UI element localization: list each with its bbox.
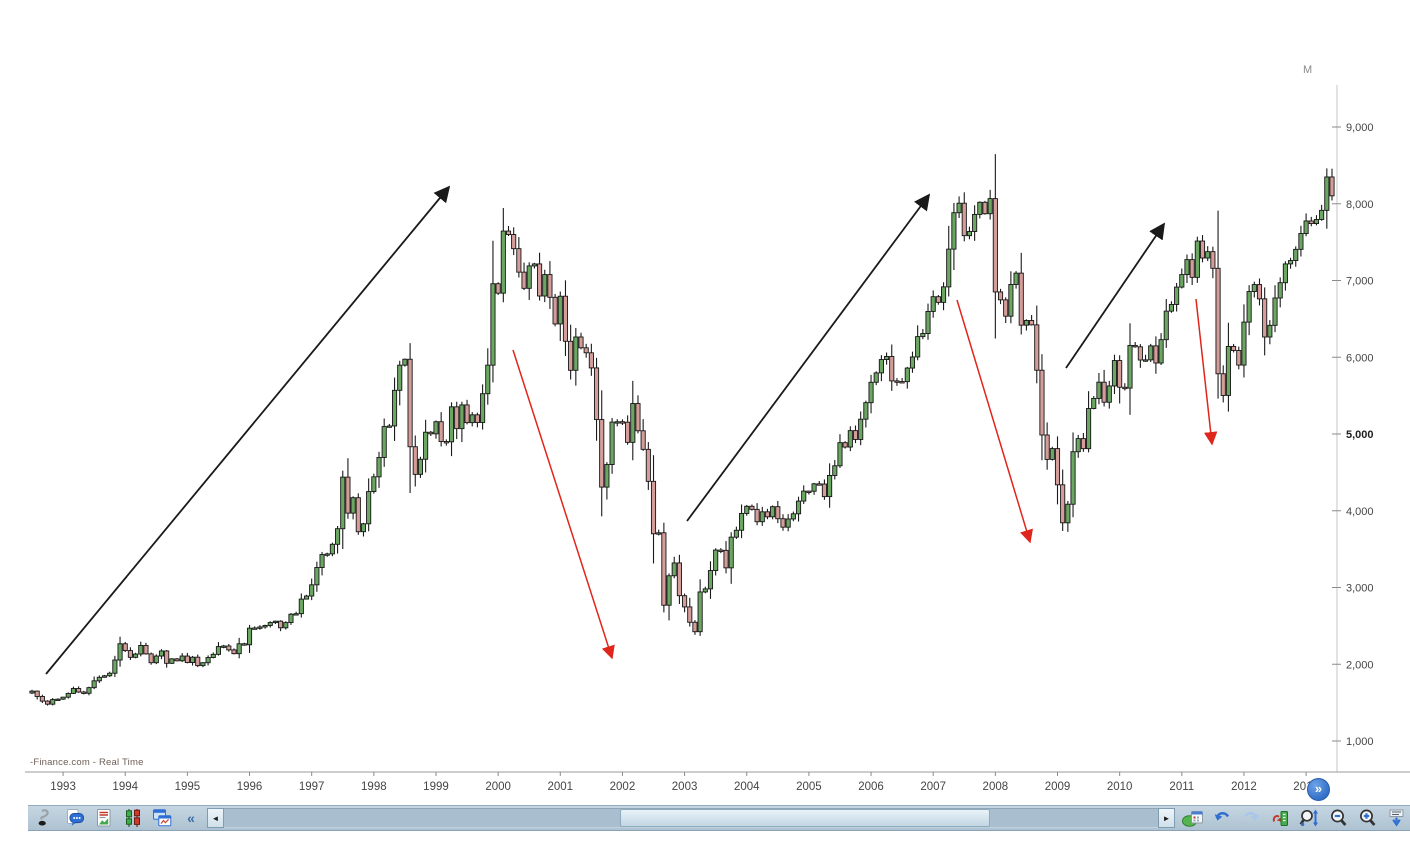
x-tick-label: 2000 <box>485 781 511 793</box>
candlestick-style-icon[interactable] <box>121 807 145 829</box>
collapse-toolbar-icon[interactable]: « <box>187 810 195 826</box>
duplicate-window-icon[interactable] <box>150 807 174 829</box>
x-tick-label: 1995 <box>175 781 201 793</box>
y-tick-label: 7,000 <box>1346 276 1374 288</box>
x-tick-label: 2009 <box>1045 781 1071 793</box>
y-tick-label: 3,000 <box>1346 583 1374 595</box>
trend-up-arrow[interactable] <box>686 193 931 522</box>
scrollbar-thumb[interactable] <box>620 809 990 827</box>
x-tick-label: 1999 <box>423 781 449 793</box>
trend-down-arrow[interactable] <box>1195 298 1218 446</box>
candlestick-series <box>29 154 1335 706</box>
x-tick-label: 1998 <box>361 781 387 793</box>
y-tick-label: 6,000 <box>1346 352 1374 364</box>
y-tick-label: 8,000 <box>1346 199 1374 211</box>
y-tick-label: 2,000 <box>1346 659 1374 671</box>
trend-up-arrow[interactable] <box>1065 222 1166 369</box>
x-tick-label: 2010 <box>1107 781 1133 793</box>
undo-icon[interactable] <box>1210 807 1234 829</box>
toolbar-left-group: « <box>34 807 203 829</box>
x-tick-label: 1997 <box>299 781 325 793</box>
scrollbar-track[interactable] <box>224 808 1158 828</box>
zoom-out-icon[interactable] <box>1326 807 1350 829</box>
x-tick-label: 2007 <box>920 781 946 793</box>
x-tick-label: 2004 <box>734 781 760 793</box>
trend-down-arrow[interactable] <box>512 349 615 660</box>
trend-up-arrow[interactable] <box>45 185 451 675</box>
expand-years-button[interactable]: » <box>1307 778 1330 801</box>
y-tick-label: 4,000 <box>1346 506 1374 518</box>
x-tick-label: 2012 <box>1231 781 1257 793</box>
report-icon[interactable] <box>92 807 116 829</box>
calendar-range-icon[interactable] <box>1181 807 1205 829</box>
x-tick-label: 2002 <box>610 781 636 793</box>
x-tick-label: 2006 <box>858 781 884 793</box>
x-tick-label: 2011 <box>1169 781 1194 793</box>
cursor-tool-icon[interactable] <box>34 807 58 829</box>
bottom-toolbar: « ◄ ► <box>28 805 1410 831</box>
zoom-in-icon[interactable] <box>1355 807 1379 829</box>
x-tick-label: 2008 <box>983 781 1009 793</box>
y-tick-label: 9,000 <box>1346 122 1374 134</box>
x-tick-label: 1994 <box>112 781 138 793</box>
chart-scrollbar: ◄ ► <box>207 808 1175 828</box>
zoom-range-icon[interactable] <box>1297 807 1321 829</box>
x-tick-label: 2005 <box>796 781 822 793</box>
comment-icon[interactable] <box>63 807 87 829</box>
scroll-left-button[interactable]: ◄ <box>207 808 224 828</box>
x-tick-label: 1993 <box>50 781 76 793</box>
timeframe-label: M <box>1303 64 1313 76</box>
trend-down-arrow[interactable] <box>956 299 1033 544</box>
x-tick-label: 1996 <box>237 781 263 793</box>
toolbar-right-group <box>1181 807 1408 829</box>
scroll-right-button[interactable]: ► <box>1158 808 1175 828</box>
x-tick-label: 2003 <box>672 781 698 793</box>
x-tick-label: 2001 <box>547 781 573 793</box>
provider-watermark: -Finance.com - Real Time <box>30 757 144 768</box>
export-icon[interactable] <box>1384 807 1408 829</box>
y-tick-label: 5,000 <box>1346 429 1374 441</box>
redo-icon[interactable] <box>1239 807 1263 829</box>
y-tick-label: 1,000 <box>1346 736 1374 748</box>
indicator-icon[interactable] <box>1268 807 1292 829</box>
